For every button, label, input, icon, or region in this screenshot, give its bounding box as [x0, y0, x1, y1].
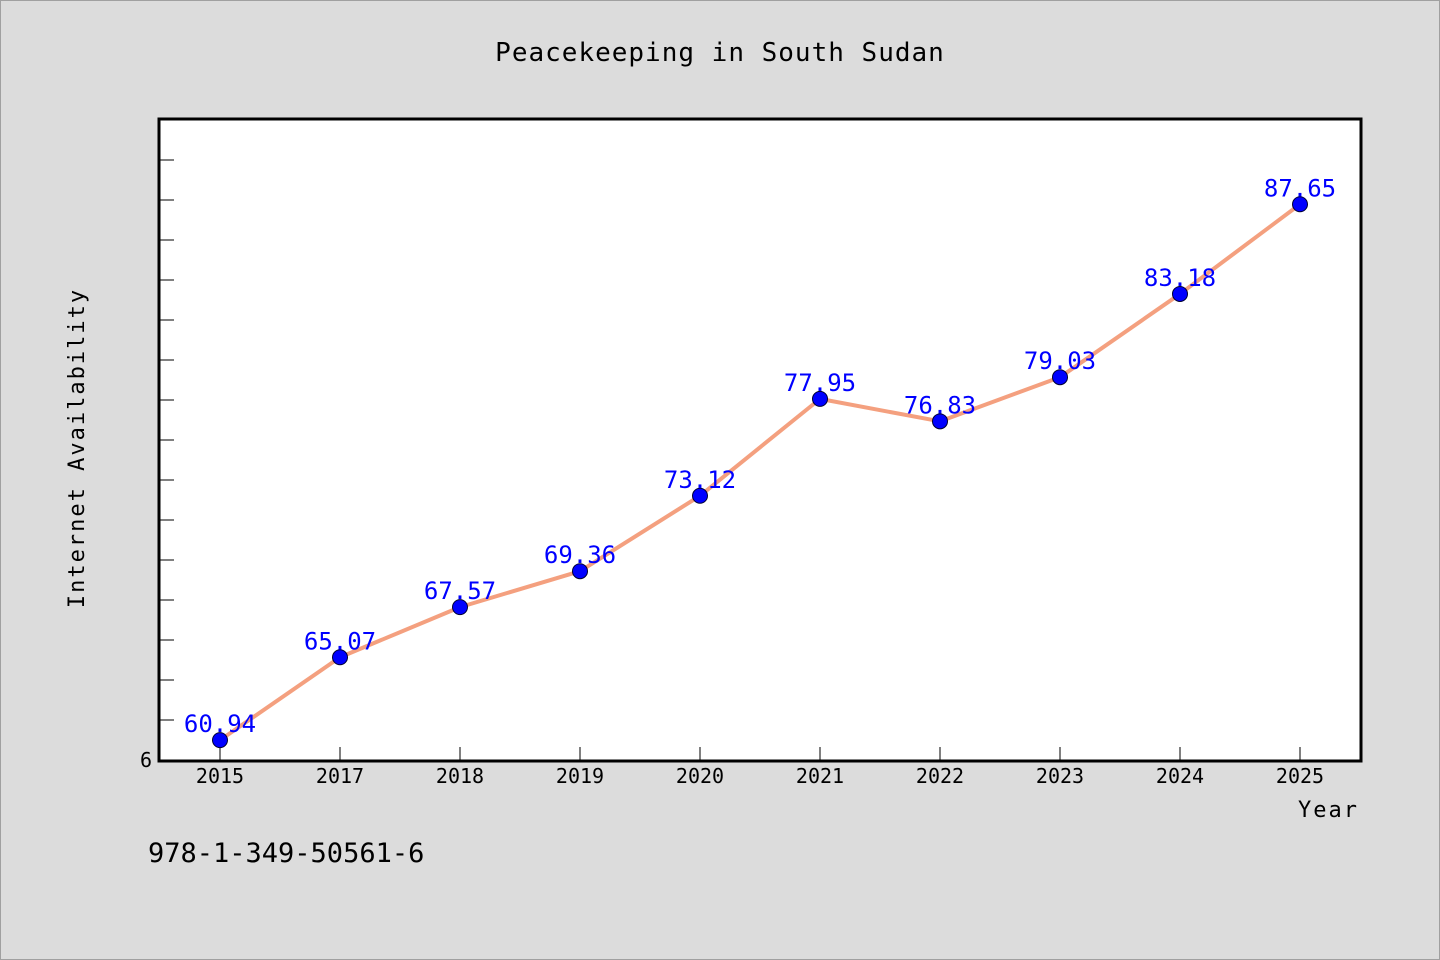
- x-axis-title: Year: [1298, 798, 1359, 823]
- x-tick-label: 2017: [316, 764, 364, 788]
- plot-area: [157, 117, 1363, 763]
- data-point: [1292, 196, 1308, 213]
- chart-title: Peacekeeping in South Sudan: [495, 38, 945, 68]
- data-label: 76.83: [904, 391, 976, 419]
- x-tick-label: 2022: [916, 764, 964, 788]
- x-axis-ticks: 2015 2017 2018 2019 2020 2021 2022 2023 2024 2025: [196, 747, 1324, 788]
- data-label: 60.94: [184, 710, 256, 738]
- data-label: 87.65: [1264, 174, 1336, 202]
- y-axis-title: Internet Availability: [65, 288, 90, 608]
- x-tick-label: 2018: [436, 764, 484, 788]
- data-point: [572, 563, 588, 580]
- x-tick-label: 2025: [1276, 764, 1324, 788]
- y-tick-label: 6: [140, 748, 152, 772]
- data-point: [692, 487, 708, 504]
- data-label: 79.03: [1024, 347, 1096, 375]
- data-point: [1052, 369, 1068, 386]
- x-tick-label: 2019: [556, 764, 604, 788]
- series-line-layer: [218, 202, 1302, 742]
- data-label: 67.57: [424, 577, 496, 605]
- y-axis-ticks: [159, 159, 174, 761]
- data-point: [332, 649, 348, 666]
- x-tick-label: 2015: [196, 764, 244, 788]
- data-point: [212, 732, 228, 749]
- data-label: 73.12: [664, 466, 736, 494]
- data-point: [452, 599, 468, 616]
- data-point: [812, 390, 828, 407]
- data-label: 83.18: [1144, 264, 1216, 292]
- series-line: [218, 202, 1302, 742]
- isbn-text: 978-1-349-50561-6: [148, 838, 424, 869]
- marker-layer: [212, 196, 1308, 749]
- data-point: [1172, 285, 1188, 302]
- data-label: 65.07: [304, 627, 376, 655]
- data-label-layer: 60.94 65.07 67.57 69.36 73.12 77.95 76.83 79.03…: [184, 174, 1336, 738]
- x-tick-label: 2024: [1156, 764, 1204, 788]
- data-label: 77.95: [784, 369, 856, 397]
- data-label: 69.36: [544, 541, 616, 569]
- x-tick-label: 2021: [796, 764, 844, 788]
- x-tick-label: 2020: [676, 764, 724, 788]
- x-tick-label: 2023: [1036, 764, 1084, 788]
- data-point: [932, 413, 948, 430]
